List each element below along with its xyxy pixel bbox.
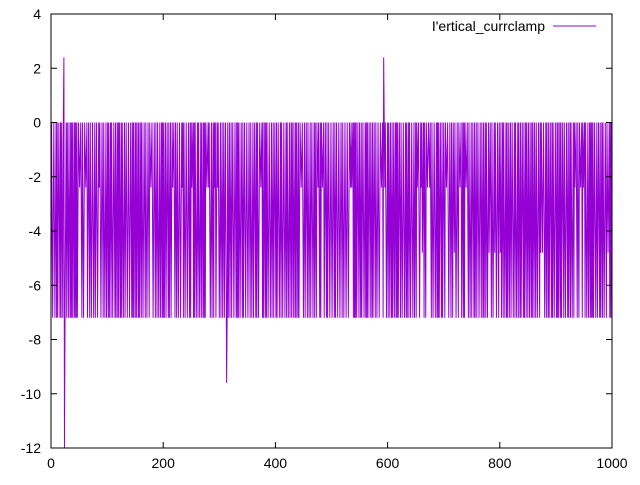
ticks-layer: 0 200 400 600 800 1000 4 2 0 -2 -4 -6 -8 -10 -12 (21, 6, 628, 471)
legend: I'ertical_currclamp (432, 18, 596, 34)
x-tick-label: 400 (264, 455, 288, 471)
series-layer (50, 57, 613, 449)
x-tick-label: 0 (47, 455, 55, 471)
y-tick-label: -4 (29, 223, 42, 239)
x-tick-label: 1000 (596, 455, 627, 471)
series-line (50, 57, 613, 449)
x-tick-label: 800 (488, 455, 512, 471)
y-tick-label: -10 (21, 386, 41, 402)
y-tick-label: -12 (21, 440, 41, 456)
legend-label: I'ertical_currclamp (432, 18, 545, 34)
y-tick-label: -2 (29, 169, 42, 185)
x-tick-label: 200 (152, 455, 176, 471)
y-tick-label: 2 (33, 60, 41, 76)
y-tick-label: 0 (33, 115, 41, 131)
y-tick-label: -6 (29, 277, 42, 293)
x-tick-label: 600 (376, 455, 400, 471)
y-tick-label: 4 (33, 6, 41, 22)
y-tick-label: -8 (29, 332, 42, 348)
